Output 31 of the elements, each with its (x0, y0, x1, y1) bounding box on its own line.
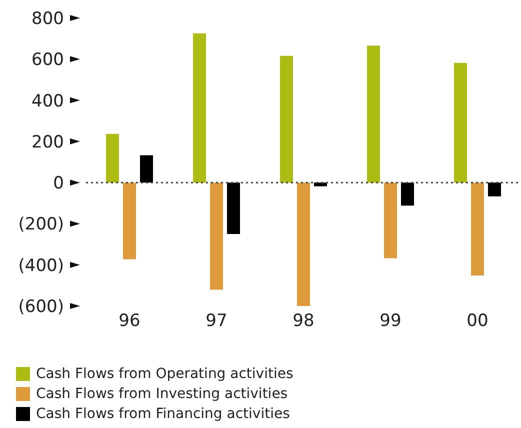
bar (454, 62, 467, 183)
x-tick-label: 98 (292, 311, 314, 332)
bar (123, 182, 136, 260)
bar (367, 46, 380, 183)
bar (193, 33, 206, 183)
y-tick-label: (200) (18, 214, 64, 235)
bar (314, 182, 327, 186)
legend-label: Cash Flows from Operating activities (36, 365, 294, 384)
bar (210, 182, 223, 290)
bar (384, 182, 397, 258)
legend-label: Cash Flows from Financing activities (36, 405, 290, 424)
x-tick-label: 97 (206, 311, 228, 332)
x-tick-label: 00 (466, 311, 488, 332)
y-tick-label: 0 (53, 174, 64, 194)
y-tick-label: 200 (32, 132, 64, 152)
bar (140, 155, 153, 183)
bar (297, 182, 310, 306)
y-tick-label: (600) (18, 297, 64, 317)
bar (401, 182, 414, 206)
y-tick-label: 800 (32, 9, 64, 29)
x-tick-label: 96 (118, 311, 140, 332)
bar (280, 56, 293, 183)
bar (488, 182, 501, 196)
bar (106, 134, 119, 183)
legend-label: Cash Flows from Investing activities (36, 385, 288, 404)
bar (471, 182, 484, 276)
y-tick-label: 400 (32, 91, 64, 112)
x-tick-label: 99 (380, 311, 402, 332)
y-tick-label: 600 (32, 50, 64, 70)
y-tick-label: (400) (18, 256, 64, 276)
bar (227, 182, 240, 234)
